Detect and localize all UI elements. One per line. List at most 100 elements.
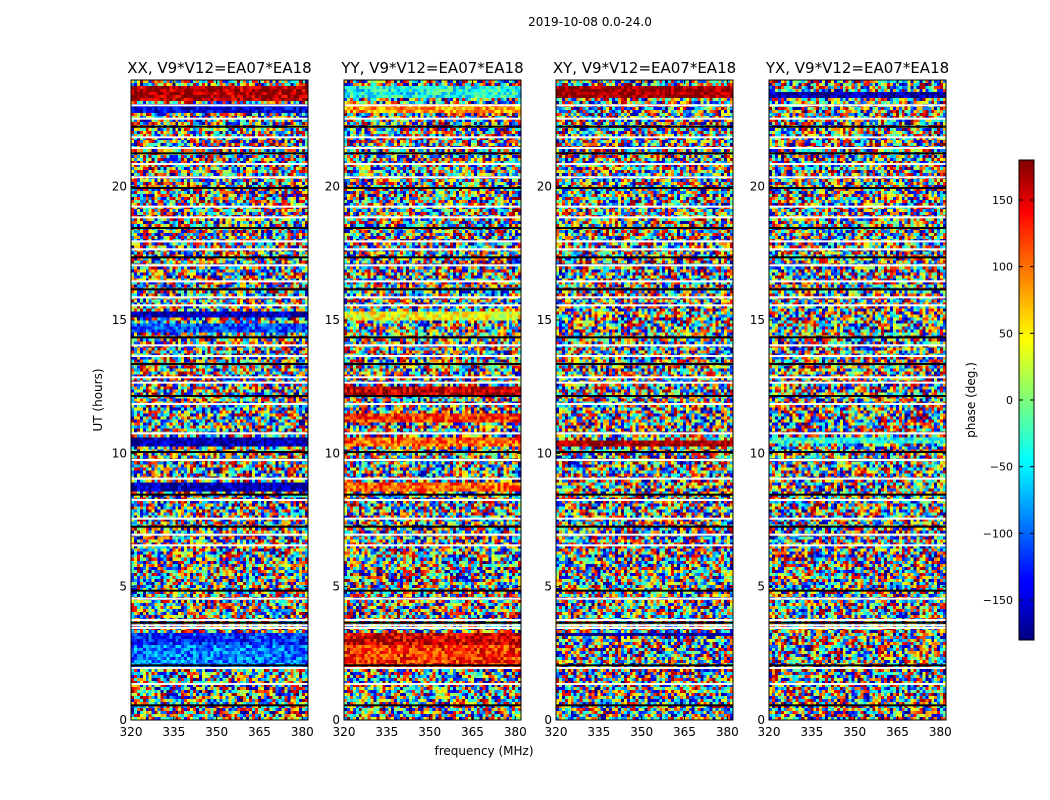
y-tick-label: 10 (750, 446, 765, 460)
flagged-row (556, 240, 733, 243)
flagged-row (556, 264, 733, 267)
colorbar-tick-label: 150 (992, 194, 1013, 207)
flagged-row (131, 125, 308, 128)
y-tick-label: 0 (757, 713, 765, 727)
flagged-row (344, 304, 521, 307)
flagged-row (131, 227, 308, 229)
phase-heatmap-yx (769, 80, 946, 720)
flagged-row (344, 288, 521, 291)
y-tick-label: 5 (119, 580, 127, 594)
flagged-row (769, 533, 946, 536)
flagged-row (344, 117, 521, 120)
x-tick-label: 365 (461, 725, 484, 739)
flagged-row (131, 240, 308, 243)
flagged-row (769, 288, 946, 291)
x-tick-label: 320 (758, 725, 781, 739)
flagged-row (769, 256, 946, 259)
flagged-row (344, 544, 521, 547)
flagged-row (769, 355, 946, 357)
flagged-row (769, 624, 946, 627)
flagged-row (769, 187, 946, 189)
flagged-row (344, 451, 521, 453)
y-tick-label: 15 (325, 313, 340, 327)
flagged-row (769, 227, 946, 229)
flagged-row (131, 395, 308, 397)
flagged-row (344, 381, 521, 384)
flagged-row (131, 136, 308, 139)
flagged-row (556, 288, 733, 291)
flagged-row (344, 395, 521, 397)
flagged-row (131, 667, 308, 669)
y-tick-label: 0 (119, 713, 127, 727)
flagged-row (769, 248, 946, 251)
flagged-row (769, 381, 946, 384)
flagged-row (769, 621, 946, 624)
flagged-row (131, 288, 308, 291)
flagged-row (556, 517, 733, 520)
flagged-row (344, 525, 521, 528)
flagged-row (769, 152, 946, 155)
flagged-row (769, 432, 946, 435)
flagged-row (556, 683, 733, 685)
flagged-row (556, 363, 733, 365)
panel-xy: XY, V9*V12=EA07*EA18 320 335 350 365 380 0 5 10 1… (537, 59, 739, 739)
flagged-row (769, 240, 946, 243)
flagged-row (556, 355, 733, 357)
panel-frame (130, 79, 309, 721)
y-tick-label: 15 (750, 313, 765, 327)
flagged-row (769, 136, 946, 139)
flagged-row (344, 205, 521, 208)
flagged-row (344, 344, 521, 347)
flagged-row (556, 216, 733, 219)
flagged-row (556, 152, 733, 155)
flagged-row (131, 187, 308, 189)
flagged-row (131, 376, 308, 379)
flagged-row (344, 296, 521, 299)
panel-title: YY, V9*V12=EA07*EA18 (340, 59, 523, 77)
colorbar-tick-label: −100 (983, 527, 1013, 540)
panels-layer: XX, V9*V12=EA07*EA18 320 335 350 365 380 0 5 10 1… (112, 59, 952, 739)
flagged-row (769, 336, 946, 339)
x-tick-label: 350 (843, 725, 866, 739)
flagged-row (769, 493, 946, 496)
flagged-row (131, 304, 308, 307)
flagged-row (556, 227, 733, 229)
flagged-row (769, 376, 946, 379)
flagged-row (131, 205, 308, 208)
flagged-row (131, 163, 308, 165)
flagged-row (556, 589, 733, 592)
flagged-row (769, 344, 946, 347)
y-tick-label: 15 (537, 313, 552, 327)
x-tick-label: 365 (248, 725, 271, 739)
x-tick-label: 350 (418, 725, 441, 739)
flagged-row (344, 517, 521, 520)
flagged-row (131, 363, 308, 365)
flagged-row (556, 344, 733, 347)
y-axis-label: UT (hours) (91, 368, 105, 431)
flagged-row (344, 152, 521, 155)
y-tick-label: 0 (544, 713, 552, 727)
flagged-row (556, 432, 733, 435)
flagged-row (769, 544, 946, 547)
flagged-row (556, 493, 733, 496)
colorbar-label: phase (deg.) (964, 362, 978, 438)
flagged-row (344, 240, 521, 243)
flagged-row (556, 525, 733, 528)
x-tick-label: 380 (291, 725, 314, 739)
flagged-row (556, 163, 733, 165)
flagged-row (344, 136, 521, 139)
flagged-row (769, 117, 946, 120)
flagged-row (131, 256, 308, 259)
flagged-row (131, 403, 308, 405)
y-tick-label: 0 (332, 713, 340, 727)
y-tick-label: 15 (112, 313, 127, 327)
flagged-row (556, 544, 733, 547)
flagged-row (344, 619, 521, 621)
flagged-row (769, 704, 946, 707)
colorbar: −150 −100 −50 0 50 100 150 phase (deg.) (964, 159, 1035, 641)
flagged-row (131, 459, 308, 461)
flagged-row (131, 544, 308, 547)
flagged-row (344, 355, 521, 357)
flagged-row (344, 176, 521, 179)
y-tick-label: 20 (325, 180, 340, 194)
